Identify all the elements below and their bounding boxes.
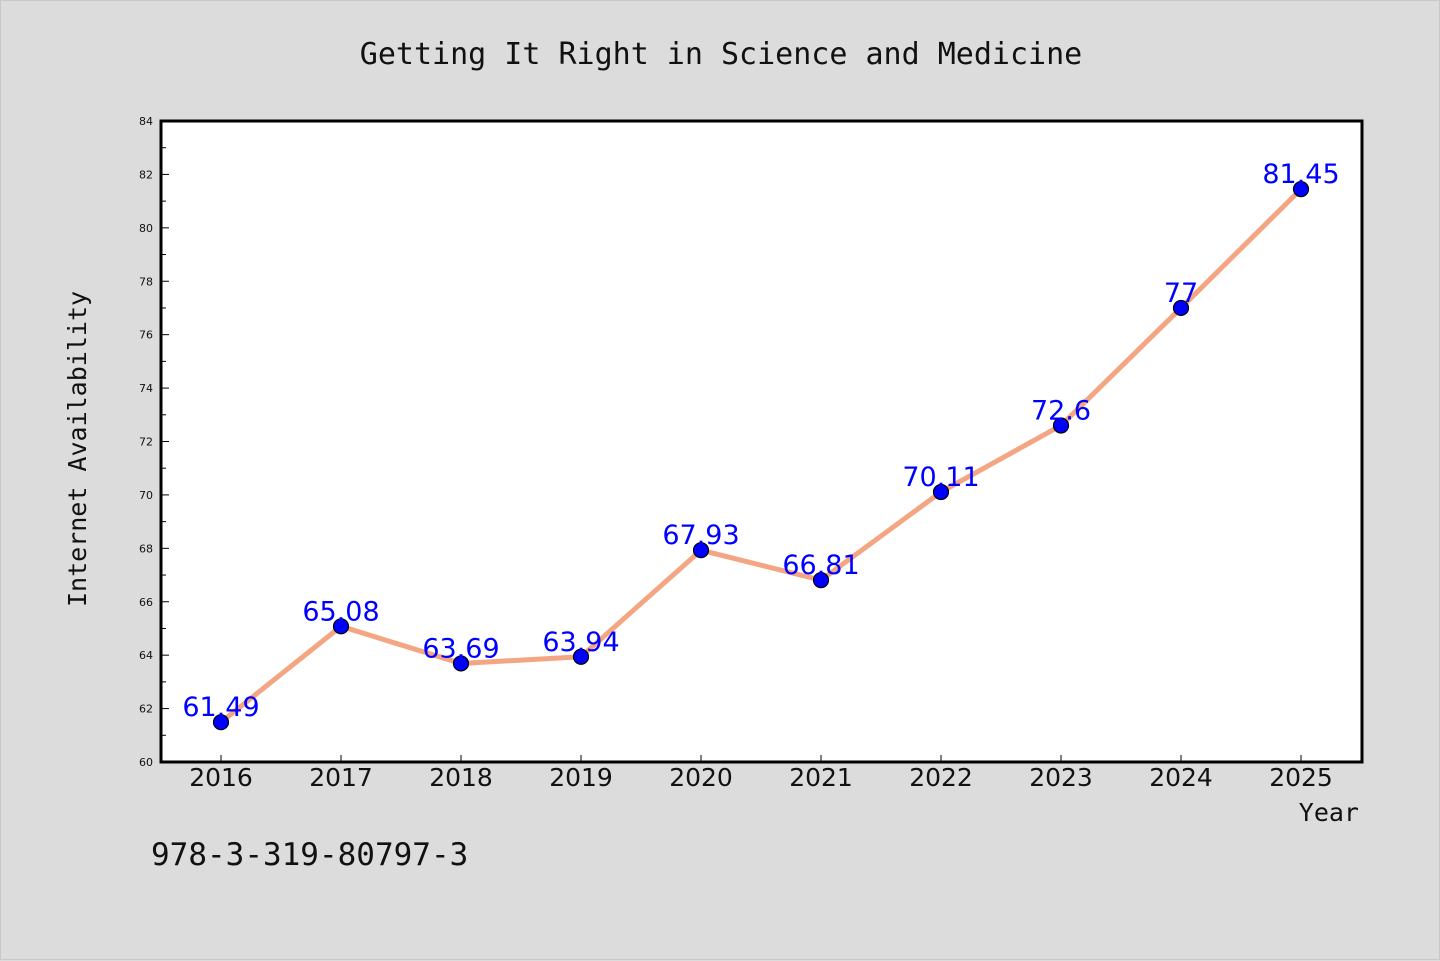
chart-title: Getting It Right in Science and Medicine xyxy=(360,37,1082,72)
data-label: 63.94 xyxy=(542,627,619,658)
y-tick-label: 82 xyxy=(139,168,153,181)
y-tick-label: 84 xyxy=(139,115,153,128)
data-label: 65.08 xyxy=(302,596,379,627)
data-label: 63.69 xyxy=(422,633,499,664)
y-tick-label: 74 xyxy=(139,382,153,395)
y-tick-label: 70 xyxy=(139,489,153,502)
data-label: 66.81 xyxy=(782,550,859,581)
x-tick-label: 2020 xyxy=(669,763,733,792)
x-tick-label: 2024 xyxy=(1149,763,1213,792)
x-axis-label: Year xyxy=(1299,798,1359,827)
data-point xyxy=(332,618,350,635)
data-label: 67.93 xyxy=(662,520,739,551)
y-axis-label: Internet Availability xyxy=(63,291,92,607)
data-label: 70.11 xyxy=(902,462,979,493)
y-axis-ticks: 60 62 64 66 68 70 72 74 76 78 80 82 84 xyxy=(139,115,169,769)
x-tick-label: 2017 xyxy=(309,763,373,792)
x-tick-label: 2018 xyxy=(429,763,493,792)
y-tick-label: 76 xyxy=(139,329,153,342)
plot-area xyxy=(159,119,1364,764)
x-tick-label: 2025 xyxy=(1269,763,1333,792)
y-tick-label: 72 xyxy=(139,436,153,449)
data-point xyxy=(692,542,710,559)
y-tick-label: 62 xyxy=(139,703,153,716)
x-axis-ticks: 2016 2017 2018 2019 2020 2021 2022 2023 2024 2025 xyxy=(189,755,1333,792)
y-tick-label: 60 xyxy=(139,756,153,769)
y-tick-label: 68 xyxy=(139,542,153,555)
data-label: 72.6 xyxy=(1031,395,1091,426)
x-tick-label: 2023 xyxy=(1029,763,1093,792)
y-tick-label: 78 xyxy=(139,275,153,288)
data-point xyxy=(1052,417,1070,434)
data-point xyxy=(452,655,470,672)
y-tick-label: 80 xyxy=(139,222,153,235)
data-point xyxy=(812,572,830,589)
y-tick-label: 64 xyxy=(139,649,153,662)
data-point xyxy=(212,714,230,731)
x-tick-label: 2016 xyxy=(189,763,253,792)
data-point xyxy=(932,483,950,501)
isbn-text: 978-3-319-80797-3 xyxy=(151,837,468,873)
data-point xyxy=(1292,181,1310,198)
series-line xyxy=(218,186,1304,725)
data-label: 61.49 xyxy=(182,692,259,723)
x-tick-label: 2022 xyxy=(909,763,973,792)
x-tick-label: 2019 xyxy=(549,763,613,792)
data-label: 81.45 xyxy=(1262,159,1339,190)
x-tick-label: 2021 xyxy=(789,763,853,792)
series-layer: 61.49 65.08 63.69 63.94 67.93 66.81 70.11 72.6 7… xyxy=(182,159,1340,731)
data-label: 77 xyxy=(1164,278,1198,309)
data-point xyxy=(572,648,590,665)
data-point xyxy=(1172,299,1190,317)
y-tick-label: 66 xyxy=(139,596,153,609)
